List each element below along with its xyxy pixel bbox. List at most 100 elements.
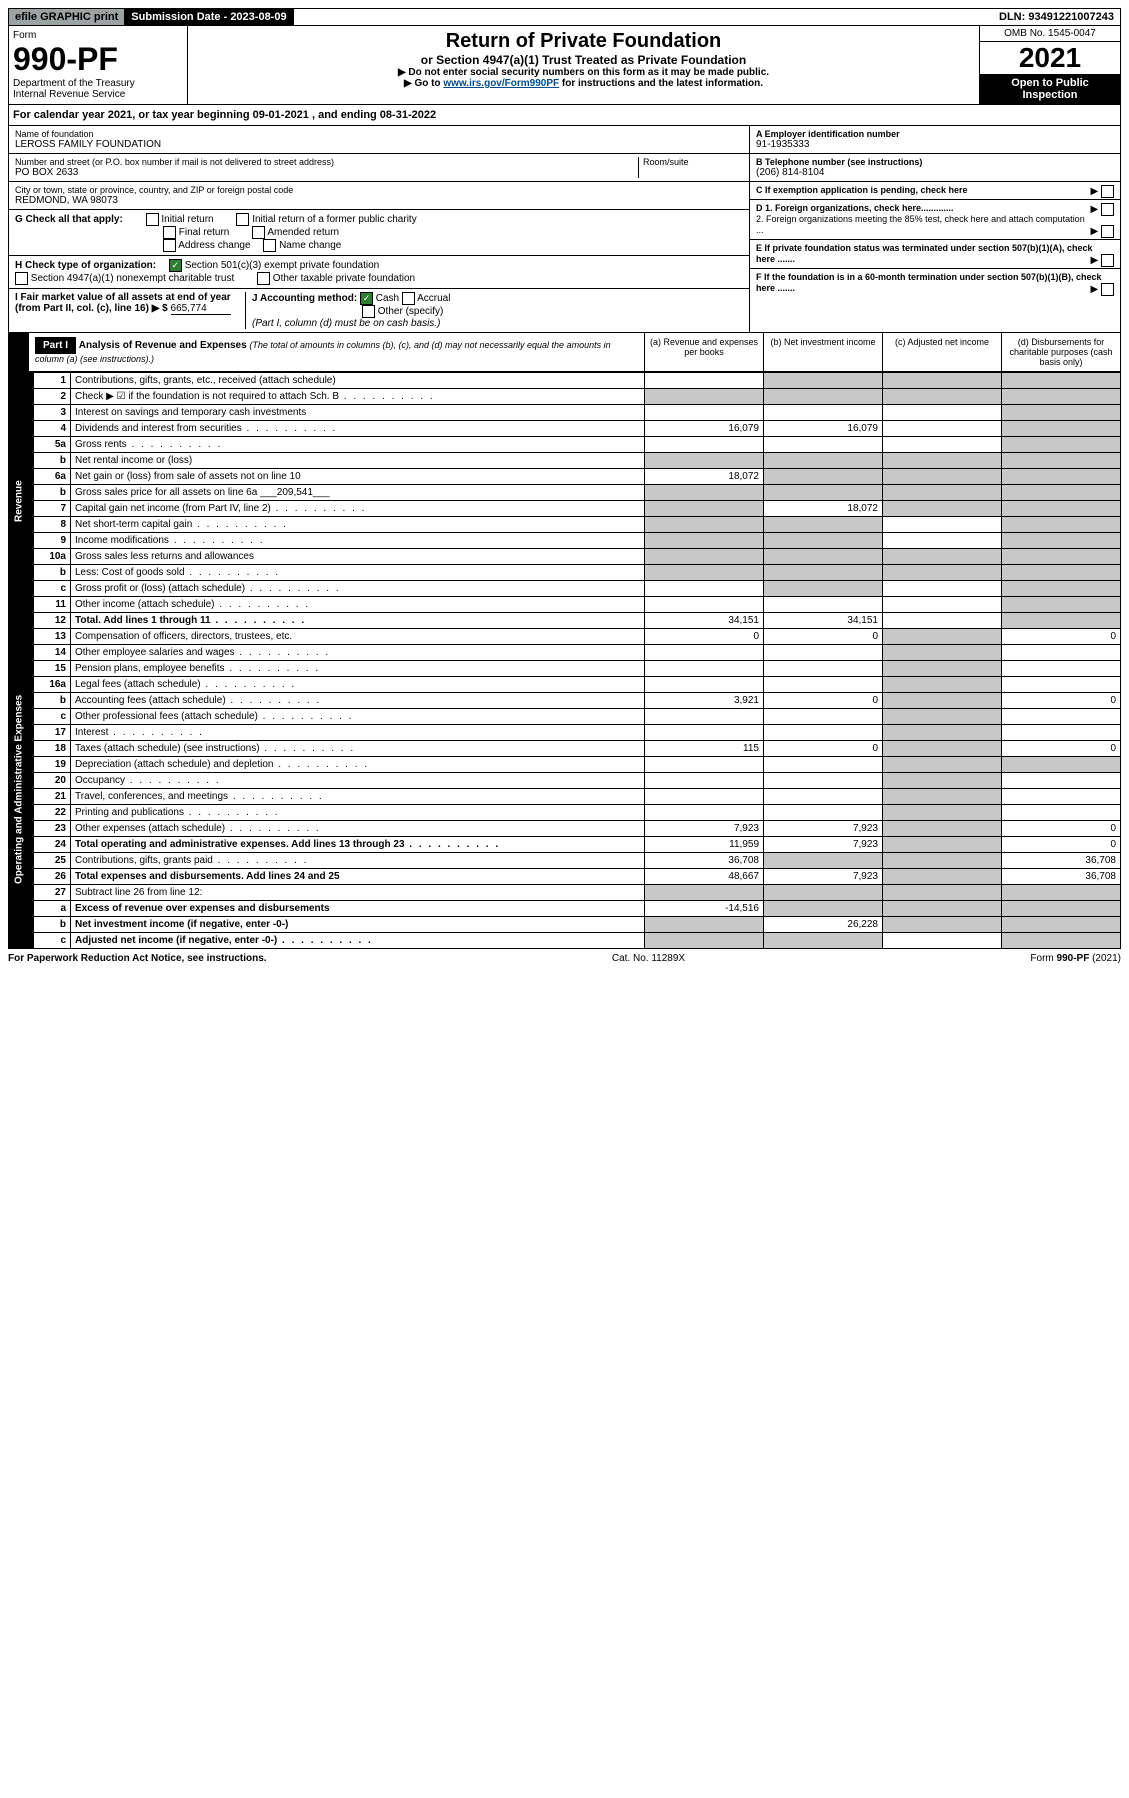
amended-cb[interactable] — [252, 226, 265, 239]
cell-dd — [1002, 469, 1121, 485]
final-return-cb[interactable] — [163, 226, 176, 239]
other-method-cb[interactable] — [362, 305, 375, 318]
cell-dd: 0 — [1002, 837, 1121, 853]
cell-b: 34,151 — [764, 613, 883, 629]
cell-a: 7,923 — [645, 821, 764, 837]
calendar-year: For calendar year 2021, or tax year begi… — [8, 105, 1121, 126]
cell-dd — [1002, 773, 1121, 789]
cash-cb[interactable] — [360, 292, 373, 305]
e-cb[interactable] — [1101, 254, 1114, 267]
cell-b — [764, 725, 883, 741]
submission-date: Submission Date - 2023-08-09 — [125, 9, 293, 25]
cell-b — [764, 853, 883, 869]
table-row: 12Total. Add lines 1 through 1134,15134,… — [9, 613, 1121, 629]
row-num: c — [34, 933, 71, 949]
cell-a — [645, 581, 764, 597]
row-desc: Contributions, gifts, grants, etc., rece… — [71, 373, 645, 389]
row-num: 23 — [34, 821, 71, 837]
e-label: E If private foundation status was termi… — [756, 243, 1093, 264]
cell-a: -14,516 — [645, 901, 764, 917]
initial-return-cb[interactable] — [146, 213, 159, 226]
table-row: 21Travel, conferences, and meetings — [9, 789, 1121, 805]
cell-dd — [1002, 533, 1121, 549]
cell-b — [764, 485, 883, 501]
row-desc: Other employee salaries and wages — [71, 645, 645, 661]
d1-cb[interactable] — [1101, 203, 1114, 216]
cell-a — [645, 773, 764, 789]
cell-dd — [1002, 389, 1121, 405]
cell-b — [764, 805, 883, 821]
cell-c — [883, 821, 1002, 837]
row-num: b — [34, 693, 71, 709]
d2-cb[interactable] — [1101, 225, 1114, 238]
cell-b — [764, 533, 883, 549]
4947-cb[interactable] — [15, 272, 28, 285]
cell-a — [645, 565, 764, 581]
instr-2: ▶ Go to www.irs.gov/Form990PF for instru… — [192, 78, 975, 89]
cell-b — [764, 469, 883, 485]
cell-c — [883, 613, 1002, 629]
cell-b — [764, 389, 883, 405]
name-change-cb[interactable] — [263, 239, 276, 252]
table-row: 16aLegal fees (attach schedule) — [9, 677, 1121, 693]
row-desc: Net rental income or (loss) — [71, 453, 645, 469]
other-taxable-cb[interactable] — [257, 272, 270, 285]
table-row: cGross profit or (loss) (attach schedule… — [9, 581, 1121, 597]
cell-b: 0 — [764, 693, 883, 709]
cell-b: 0 — [764, 629, 883, 645]
cell-c — [883, 485, 1002, 501]
cell-dd — [1002, 933, 1121, 949]
table-row: 2Check ▶ ☑ if the foundation is not requ… — [9, 389, 1121, 405]
cell-c — [883, 773, 1002, 789]
row-desc: Excess of revenue over expenses and disb… — [71, 901, 645, 917]
cell-dd: 36,708 — [1002, 853, 1121, 869]
f-cb[interactable] — [1101, 283, 1114, 296]
501c3-cb[interactable] — [169, 259, 182, 272]
cell-a — [645, 405, 764, 421]
row-num: 11 — [34, 597, 71, 613]
cell-c — [883, 469, 1002, 485]
cell-dd — [1002, 709, 1121, 725]
row-num: 9 — [34, 533, 71, 549]
c-cb[interactable] — [1101, 185, 1114, 198]
initial-public-cb[interactable] — [236, 213, 249, 226]
table-row: 3Interest on savings and temporary cash … — [9, 405, 1121, 421]
cell-a — [645, 725, 764, 741]
row-num: 19 — [34, 757, 71, 773]
form-header: Form 990-PF Department of the Treasury I… — [8, 26, 1121, 105]
cell-dd — [1002, 613, 1121, 629]
cell-a: 3,921 — [645, 693, 764, 709]
cell-dd: 0 — [1002, 693, 1121, 709]
efile-btn[interactable]: efile GRAPHIC print — [9, 9, 125, 25]
table-row: 20Occupancy — [9, 773, 1121, 789]
table-row: 23Other expenses (attach schedule)7,9237… — [9, 821, 1121, 837]
row-desc: Taxes (attach schedule) (see instruction… — [71, 741, 645, 757]
cell-a — [645, 677, 764, 693]
revenue-side-label: Revenue — [9, 373, 34, 629]
address-change-cb[interactable] — [163, 239, 176, 252]
row-desc: Dividends and interest from securities — [71, 421, 645, 437]
table-row: Operating and Administrative Expenses13C… — [9, 629, 1121, 645]
row-num: 14 — [34, 645, 71, 661]
cell-a — [645, 485, 764, 501]
row-num: 21 — [34, 789, 71, 805]
cell-c — [883, 837, 1002, 853]
cell-a: 18,072 — [645, 469, 764, 485]
form-link[interactable]: www.irs.gov/Form990PF — [443, 78, 559, 89]
cell-dd — [1002, 677, 1121, 693]
foundation-name: LEROSS FAMILY FOUNDATION — [15, 139, 743, 150]
row-num: 10a — [34, 549, 71, 565]
row-desc: Less: Cost of goods sold — [71, 565, 645, 581]
accrual-cb[interactable] — [402, 292, 415, 305]
form-label: Form — [13, 30, 183, 41]
row-desc: Net short-term capital gain — [71, 517, 645, 533]
cell-c — [883, 533, 1002, 549]
cell-c — [883, 645, 1002, 661]
table-row: 17Interest — [9, 725, 1121, 741]
cell-b: 16,079 — [764, 421, 883, 437]
cell-b — [764, 565, 883, 581]
cell-c — [883, 853, 1002, 869]
d1-label: D 1. Foreign organizations, check here..… — [756, 203, 954, 213]
row-num: 24 — [34, 837, 71, 853]
row-desc: Other professional fees (attach schedule… — [71, 709, 645, 725]
